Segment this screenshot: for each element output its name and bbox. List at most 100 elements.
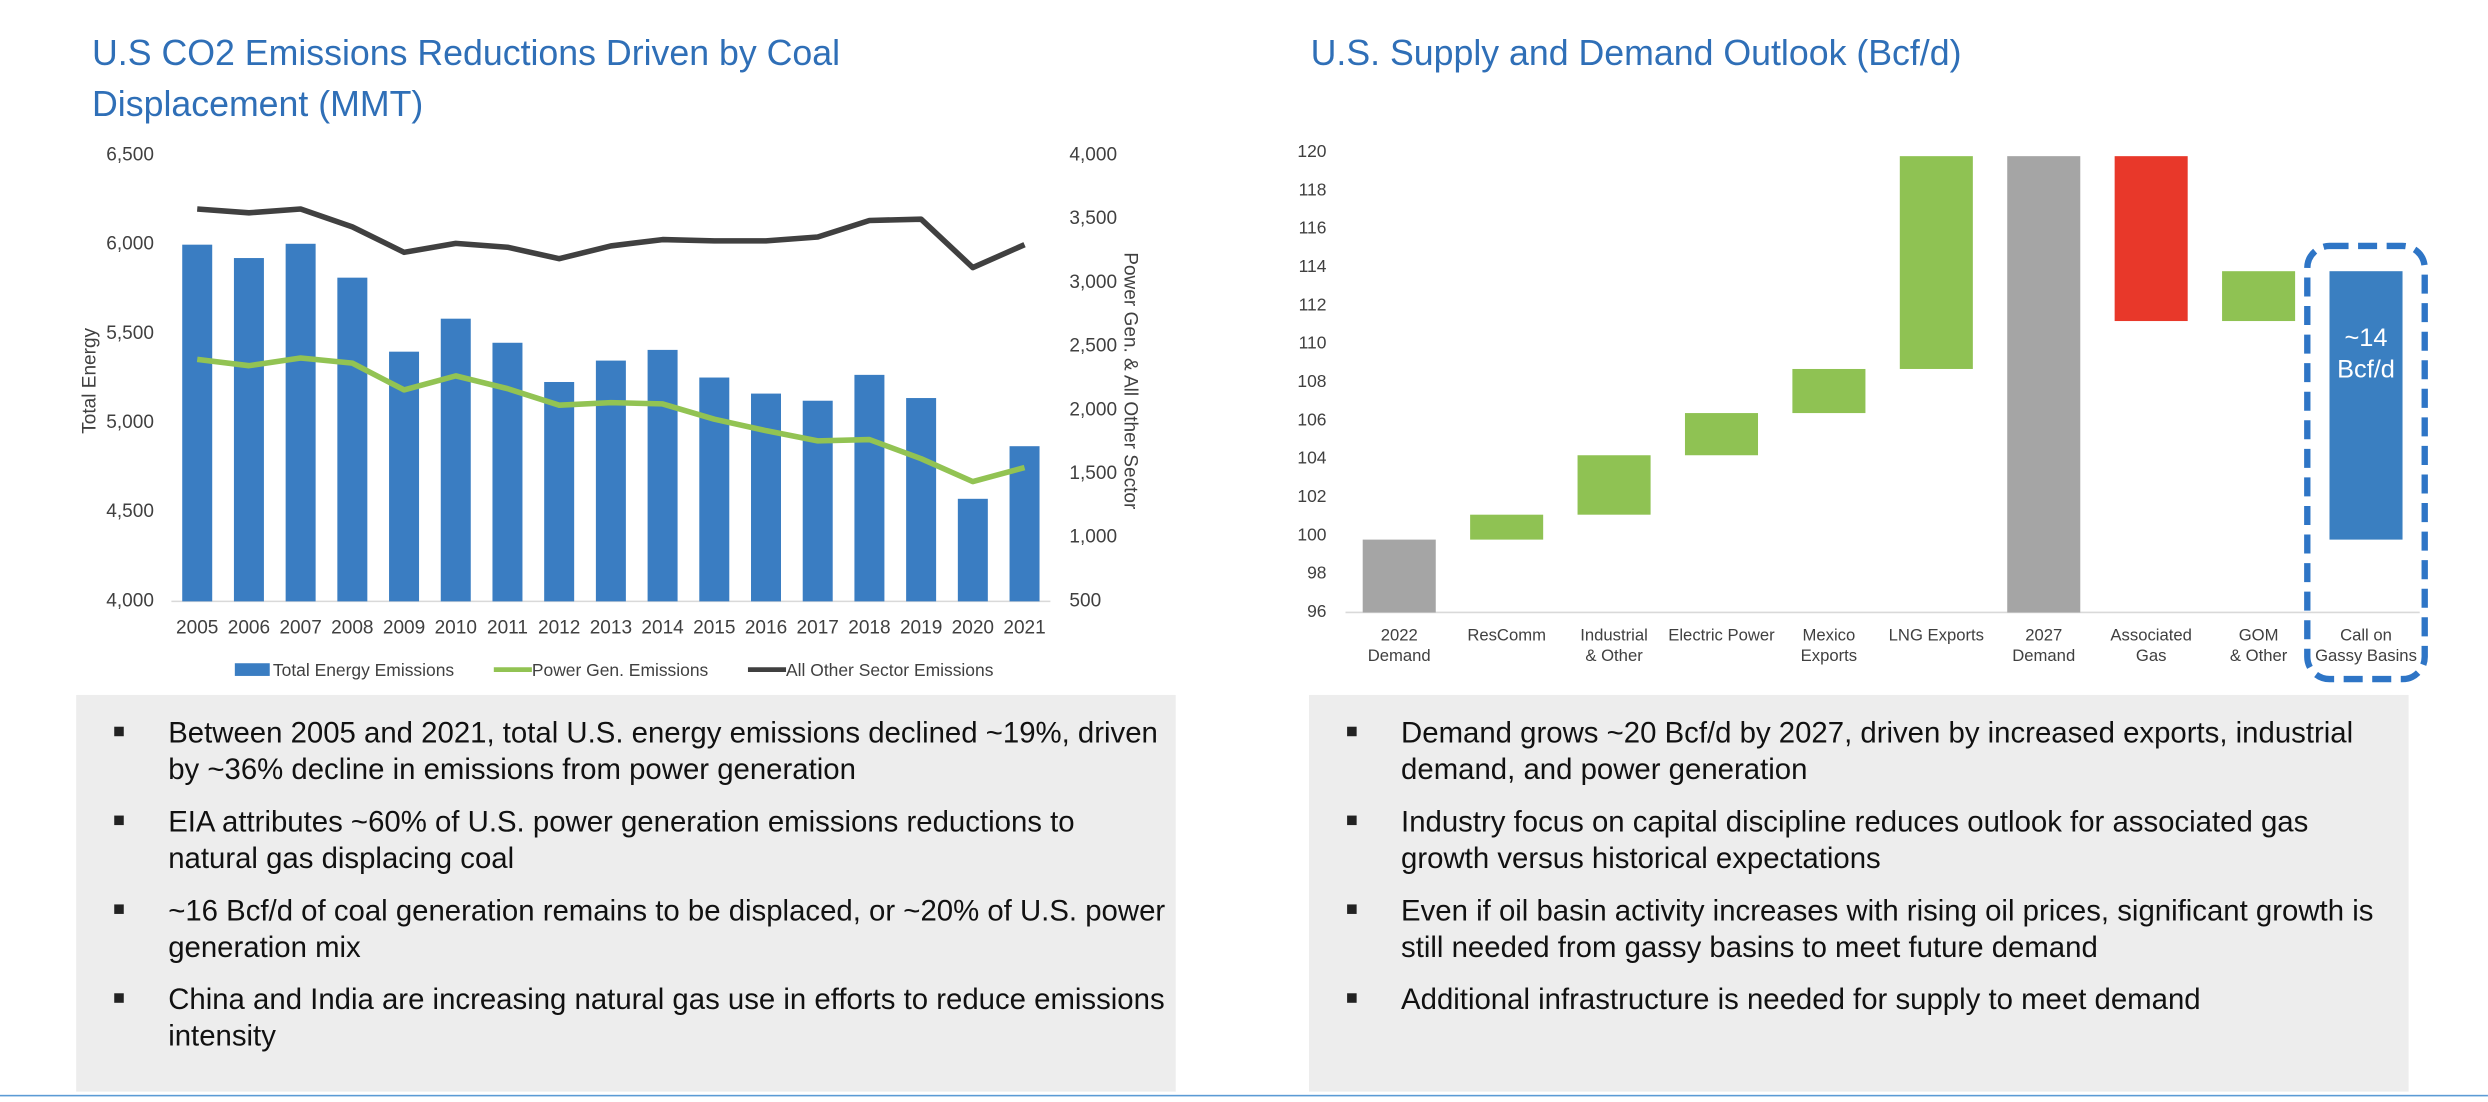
- x-tick-label: 2013: [590, 617, 632, 638]
- bullet: Industry focus on capital discipline red…: [1309, 803, 2401, 876]
- y-tick-label: 116: [1299, 218, 1327, 238]
- y-tick-label: 118: [1299, 179, 1327, 199]
- x-tick-label: 2008: [331, 617, 373, 638]
- bar: [1362, 539, 1436, 613]
- legend-swatch: [234, 663, 270, 676]
- y-tick-label: 98: [1307, 563, 1326, 583]
- x-tick-label: 2009: [383, 617, 425, 638]
- bar: [337, 277, 368, 602]
- y-tick-label: 108: [1297, 371, 1326, 391]
- bar: [1684, 413, 1759, 456]
- bar: [647, 349, 678, 602]
- bar: [182, 244, 213, 602]
- x-tick-label: Call on Gassy Basins: [2315, 626, 2417, 666]
- bar: [854, 374, 885, 602]
- bullet-list: Demand grows ~20 Bcf/d by 2027, driven b…: [1309, 695, 2409, 1017]
- bar: [2007, 156, 2081, 613]
- bullet: EIA attributes ~60% of U.S. power genera…: [76, 803, 1168, 876]
- y2-tick-label: 3,000: [1069, 272, 1117, 293]
- y-tick-label: 5,500: [106, 323, 154, 344]
- y-tick-label: 4,500: [106, 501, 154, 522]
- y-axis-label: Total Energy: [79, 327, 100, 433]
- y-tick-label: 114: [1299, 256, 1327, 276]
- x-tick-label: Industrial & Other: [1580, 626, 1648, 666]
- bar: [906, 398, 937, 602]
- y2-axis-label: Power Gen. & All Other Sector: [1120, 252, 1141, 510]
- y2-tick-label: 500: [1069, 590, 1101, 611]
- y2-tick-label: 2,000: [1069, 399, 1117, 420]
- bar: [544, 381, 575, 602]
- annotation: ~14 Bcf/d: [2337, 323, 2395, 383]
- x-tick-label: 2027 Demand: [2012, 626, 2075, 666]
- bullet-box: Demand grows ~20 Bcf/d by 2027, driven b…: [1309, 694, 2409, 1092]
- bullet: Even if oil basin activity increases wit…: [1309, 892, 2401, 965]
- x-tick-label: 2005: [176, 617, 218, 638]
- line: [196, 355, 1026, 485]
- x-tick-label: 2011: [487, 617, 528, 638]
- y-tick-label: 112: [1299, 294, 1327, 314]
- x-tick-label: 2012: [538, 617, 580, 638]
- bar: [492, 342, 523, 602]
- bar: [751, 393, 781, 602]
- footer-rule: [0, 1094, 2488, 1097]
- y-tick-label: 6,000: [106, 234, 154, 255]
- bar: [2222, 271, 2296, 322]
- y-tick-label: 106: [1297, 409, 1326, 429]
- chart-title: U.S CO2 Emissions Reductions Driven by C…: [92, 33, 841, 124]
- y2-tick-label: 3,500: [1069, 208, 1117, 229]
- x-tick-label: Associated Gas: [2110, 626, 2191, 666]
- x-tick-label: 2016: [745, 617, 787, 638]
- highlight-box: [2304, 242, 2428, 683]
- y-tick-label: 120: [1297, 141, 1326, 161]
- bar: [802, 400, 833, 602]
- x-tick-label: 2018: [848, 617, 890, 638]
- y-tick-label: 104: [1297, 448, 1326, 468]
- chart-title: U.S. Supply and Demand Outlook (Bcf/d): [1310, 33, 1962, 73]
- y-tick-label: 100: [1297, 524, 1326, 544]
- x-tick-label: 2020: [952, 617, 994, 638]
- x-tick-label: 2014: [641, 617, 684, 638]
- x-tick-label: GOM & Other: [2230, 626, 2288, 666]
- bullet-box: Between 2005 and 2021, total U.S. energy…: [76, 694, 1176, 1092]
- bar: [1792, 368, 1866, 414]
- y-tick-label: 6,500: [106, 145, 154, 166]
- bullet: China and India are increasing natural g…: [76, 981, 1168, 1054]
- legend-label: All Other Sector Emissions: [786, 660, 994, 680]
- y-tick-label: 102: [1297, 486, 1326, 506]
- y2-tick-label: 1,500: [1069, 463, 1117, 484]
- y2-tick-label: 1,000: [1069, 527, 1117, 548]
- legend-label: Total Energy Emissions: [273, 660, 455, 680]
- bar: [233, 258, 264, 602]
- bar: [1577, 455, 1651, 515]
- legend-label: Power Gen. Emissions: [532, 660, 709, 680]
- x-tick-label: Mexico Exports: [1801, 626, 1857, 666]
- line: [197, 206, 1026, 271]
- x-tick-label: 2015: [693, 617, 735, 638]
- y2-tick-label: 4,000: [1069, 145, 1117, 166]
- bullet: ~16 Bcf/d of coal generation remains to …: [76, 892, 1168, 965]
- bullet: Additional infrastructure is needed for …: [1309, 981, 2401, 1017]
- bullet-list: Between 2005 and 2021, total U.S. energy…: [76, 695, 1176, 1054]
- x-tick-label: 2021: [1003, 617, 1045, 638]
- y-tick-label: 96: [1307, 601, 1326, 621]
- bullet: Between 2005 and 2021, total U.S. energy…: [76, 714, 1168, 787]
- x-tick-label: 2007: [279, 617, 321, 638]
- bar: [1899, 156, 1973, 369]
- x-tick-label: 2010: [435, 617, 477, 638]
- bar: [2329, 271, 2403, 540]
- x-tick-label: 2006: [228, 617, 270, 638]
- y2-tick-label: 2,500: [1069, 336, 1117, 357]
- bar: [285, 243, 316, 602]
- x-tick-label: 2019: [900, 617, 942, 638]
- bar: [699, 377, 730, 602]
- bar: [2114, 156, 2188, 322]
- bar: [1470, 514, 1544, 540]
- bar: [389, 351, 420, 602]
- y-tick-label: 110: [1299, 333, 1327, 353]
- bar: [595, 360, 626, 602]
- y-tick-label: 5,000: [106, 412, 154, 433]
- x-tick-label: ResComm: [1467, 626, 1546, 645]
- y-tick-label: 4,000: [106, 590, 154, 611]
